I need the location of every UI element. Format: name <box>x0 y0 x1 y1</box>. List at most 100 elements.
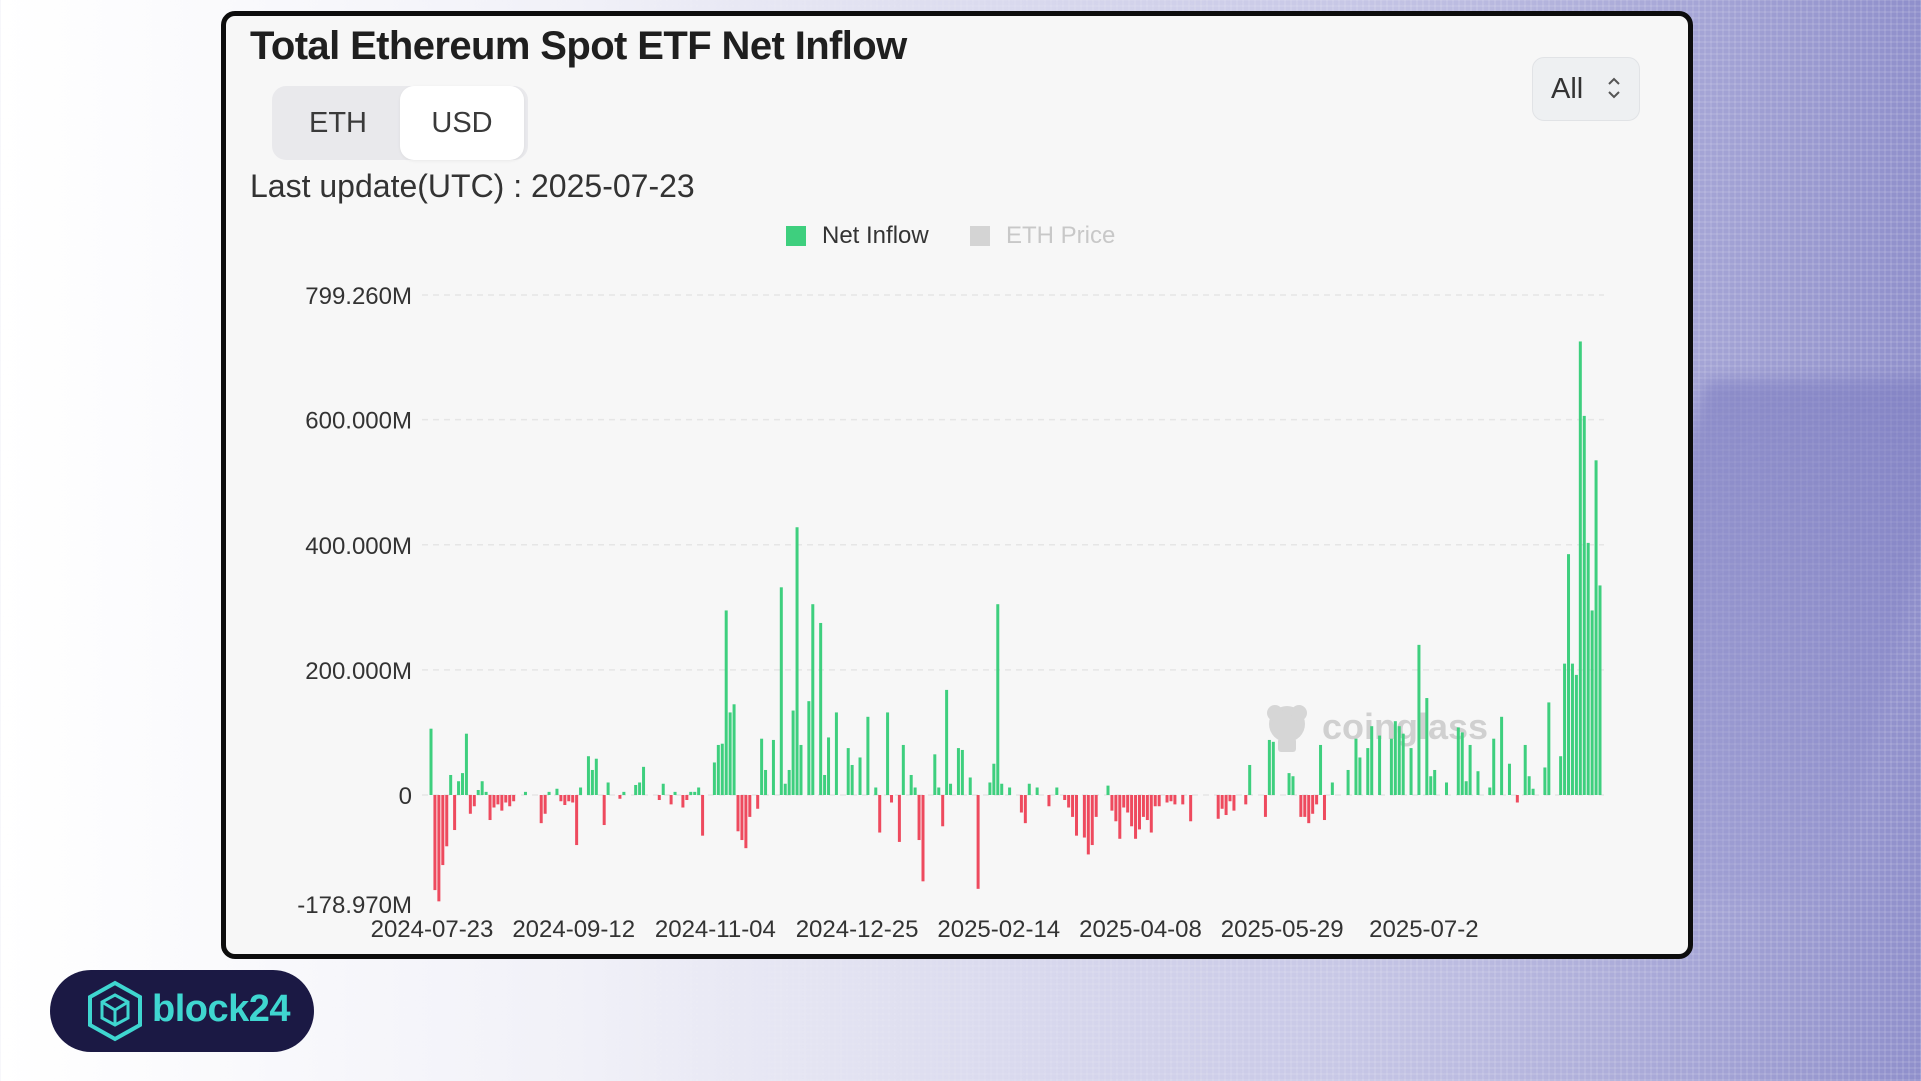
net-inflow-bar[interactable] <box>791 710 795 795</box>
net-inflow-bar[interactable] <box>1106 785 1110 795</box>
net-inflow-bar[interactable] <box>720 743 724 795</box>
net-inflow-bar[interactable] <box>1594 460 1598 795</box>
net-inflow-bar[interactable] <box>500 795 504 811</box>
net-inflow-bar[interactable] <box>468 795 472 814</box>
net-inflow-bar[interactable] <box>1169 795 1173 802</box>
net-inflow-bar[interactable] <box>433 795 437 891</box>
net-inflow-bar[interactable] <box>602 795 606 826</box>
range-select[interactable]: All <box>1532 57 1640 121</box>
net-inflow-bar[interactable] <box>476 789 480 795</box>
net-inflow-bar[interactable] <box>992 763 996 795</box>
net-inflow-bar[interactable] <box>1578 341 1582 795</box>
net-inflow-bar[interactable] <box>689 791 693 795</box>
net-inflow-bar[interactable] <box>779 587 783 795</box>
net-inflow-bar[interactable] <box>1464 781 1468 795</box>
net-inflow-bar[interactable] <box>1590 610 1594 795</box>
net-inflow-bar[interactable] <box>1228 795 1232 802</box>
net-inflow-bar[interactable] <box>1118 795 1122 839</box>
net-inflow-bar[interactable] <box>937 787 941 795</box>
net-inflow-bar[interactable] <box>1354 738 1358 795</box>
net-inflow-bar[interactable] <box>594 758 598 795</box>
net-inflow-bar[interactable] <box>586 756 590 795</box>
net-inflow-bar[interactable] <box>740 795 744 841</box>
net-inflow-bar[interactable] <box>579 787 583 795</box>
net-inflow-bar[interactable] <box>1023 795 1027 824</box>
net-inflow-bar[interactable] <box>1244 795 1248 805</box>
net-inflow-bar[interactable] <box>1149 795 1153 833</box>
net-inflow-bar[interactable] <box>1130 795 1134 827</box>
net-inflow-bar[interactable] <box>1582 415 1586 795</box>
net-inflow-bar[interactable] <box>1543 767 1547 795</box>
net-inflow-bar[interactable] <box>1000 783 1004 795</box>
net-inflow-bar[interactable] <box>1122 795 1126 808</box>
net-inflow-bar[interactable] <box>1287 773 1291 795</box>
net-inflow-bar[interactable] <box>1500 716 1504 795</box>
net-inflow-bar[interactable] <box>453 795 457 831</box>
net-inflow-bar[interactable] <box>1271 741 1275 795</box>
net-inflow-bar[interactable] <box>1019 795 1023 813</box>
net-inflow-bar[interactable] <box>555 788 559 795</box>
net-inflow-bar[interactable] <box>732 704 736 795</box>
unit-eth-button[interactable]: ETH <box>309 107 367 139</box>
net-inflow-bar[interactable] <box>976 795 980 889</box>
net-inflow-bar[interactable] <box>1570 663 1574 795</box>
net-inflow-bar[interactable] <box>1563 663 1567 795</box>
net-inflow-bar[interactable] <box>1145 795 1149 821</box>
net-inflow-bar[interactable] <box>823 774 827 795</box>
net-inflow-bar[interactable] <box>819 622 823 795</box>
net-inflow-bar[interactable] <box>618 795 622 799</box>
net-inflow-bar[interactable] <box>1267 739 1271 795</box>
net-inflow-bar[interactable] <box>472 795 476 807</box>
net-inflow-bar[interactable] <box>1460 732 1464 795</box>
net-inflow-bar[interactable] <box>850 764 854 795</box>
net-inflow-bar[interactable] <box>1063 795 1067 801</box>
net-inflow-bar[interactable] <box>748 795 752 817</box>
net-inflow-bar[interactable] <box>945 689 949 795</box>
net-inflow-bar[interactable] <box>901 744 905 795</box>
net-inflow-bar[interactable] <box>1358 757 1362 795</box>
net-inflow-bar[interactable] <box>1456 727 1460 795</box>
net-inflow-bar[interactable] <box>508 795 512 807</box>
net-inflow-bar[interactable] <box>1173 795 1177 805</box>
net-inflow-bar[interactable] <box>1598 585 1602 795</box>
legend-net-inflow[interactable]: Net Inflow <box>786 222 929 250</box>
net-inflow-bar[interactable] <box>1319 744 1323 795</box>
net-inflow-bar[interactable] <box>1027 783 1031 795</box>
net-inflow-bar[interactable] <box>575 795 579 846</box>
net-inflow-bar[interactable] <box>606 782 610 795</box>
net-inflow-bar[interactable] <box>897 795 901 842</box>
net-inflow-bar[interactable] <box>464 733 468 795</box>
net-inflow-bar[interactable] <box>1417 644 1421 795</box>
net-inflow-bar[interactable] <box>661 783 665 795</box>
net-inflow-bar[interactable] <box>673 791 677 795</box>
net-inflow-bar[interactable] <box>1531 788 1535 795</box>
net-inflow-bar[interactable] <box>441 795 445 866</box>
net-inflow-bar[interactable] <box>956 748 960 795</box>
net-inflow-bar[interactable] <box>622 791 626 795</box>
net-inflow-bar[interactable] <box>968 777 972 795</box>
net-inflow-bar[interactable] <box>1397 726 1401 795</box>
net-inflow-bar[interactable] <box>693 791 697 795</box>
net-inflow-bar[interactable] <box>886 712 890 795</box>
net-inflow-bar[interactable] <box>1409 748 1413 795</box>
net-inflow-bar[interactable] <box>492 795 496 808</box>
net-inflow-bar[interactable] <box>787 769 791 795</box>
net-inflow-bar[interactable] <box>1067 795 1071 808</box>
net-inflow-bar[interactable] <box>559 795 563 802</box>
net-inflow-bar[interactable] <box>1090 795 1094 846</box>
net-inflow-bar[interactable] <box>1008 787 1012 795</box>
net-inflow-bar[interactable] <box>571 795 575 803</box>
net-inflow-bar[interactable] <box>445 795 449 847</box>
net-inflow-bar[interactable] <box>1126 795 1130 813</box>
net-inflow-bar[interactable] <box>543 795 547 814</box>
net-inflow-bar[interactable] <box>1433 769 1437 795</box>
net-inflow-bar[interactable] <box>567 795 571 802</box>
net-inflow-bar[interactable] <box>1527 776 1531 795</box>
net-inflow-bar[interactable] <box>685 795 689 801</box>
net-inflow-bar[interactable] <box>1393 721 1397 795</box>
net-inflow-bar[interactable] <box>638 782 642 795</box>
net-inflow-bar[interactable] <box>681 795 685 808</box>
net-inflow-bar[interactable] <box>1157 795 1161 807</box>
net-inflow-bar[interactable] <box>1082 795 1086 838</box>
net-inflow-bar[interactable] <box>878 795 882 833</box>
